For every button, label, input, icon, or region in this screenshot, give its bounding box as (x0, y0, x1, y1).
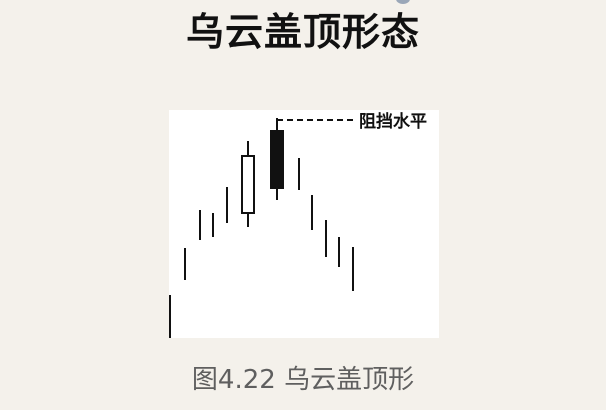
resistance-level-label: 阻挡水平 (359, 111, 427, 132)
figure-panel: 阻挡水平 (169, 110, 439, 338)
candlestick-diagram: 阻挡水平 (169, 111, 427, 338)
page-title: 乌云盖顶形态 (185, 10, 420, 54)
white-candle-body (241, 155, 255, 214)
top-indicator-dot (396, 0, 410, 4)
black-candle-body (270, 130, 284, 189)
figure-caption: 图4.22 乌云盖顶形 (191, 365, 415, 395)
